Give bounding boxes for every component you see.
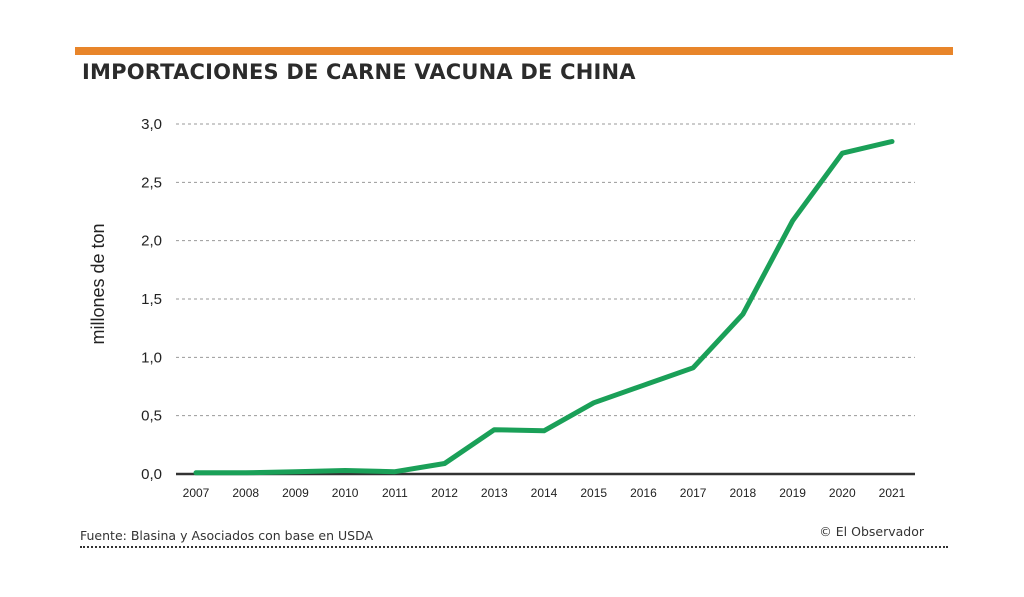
x-tick-label: 2020 bbox=[829, 486, 856, 500]
x-tick-label: 2017 bbox=[680, 486, 707, 500]
chart-title: IMPORTACIONES DE CARNE VACUNA DE CHINA bbox=[82, 60, 636, 84]
y-tick-label: 1,0 bbox=[141, 349, 162, 366]
grid-lines bbox=[176, 123, 915, 417]
x-tick-labels: 2007 2008 2009 2010 2011 2012 2013 2014 2015 2016… bbox=[183, 486, 906, 500]
y-tick-label: 3,0 bbox=[141, 116, 162, 133]
x-tick-label: 2016 bbox=[630, 486, 657, 500]
x-tick-label: 2012 bbox=[431, 486, 458, 500]
x-tick-label: 2011 bbox=[382, 486, 408, 500]
x-tick-label: 2009 bbox=[282, 486, 309, 500]
x-tick-label: 2021 bbox=[879, 486, 906, 500]
y-tick-label: 1,5 bbox=[141, 291, 162, 308]
x-tick-label: 2018 bbox=[730, 486, 757, 500]
x-tick-label: 2010 bbox=[332, 486, 359, 500]
y-tick-label: 0,0 bbox=[141, 466, 162, 483]
y-tick-label: 0,5 bbox=[141, 408, 162, 425]
x-tick-label: 2019 bbox=[779, 486, 806, 500]
x-tick-label: 2013 bbox=[481, 486, 508, 500]
credit-note: © El Observador bbox=[819, 524, 924, 539]
y-axis-label: millones de ton bbox=[88, 223, 108, 344]
series-line bbox=[193, 139, 895, 476]
accent-bar bbox=[75, 47, 953, 55]
y-tick-label: 2,0 bbox=[141, 233, 162, 250]
x-tick-label: 2008 bbox=[232, 486, 259, 500]
y-tick-label: 2,5 bbox=[141, 174, 162, 191]
x-tick-label: 2007 bbox=[183, 486, 210, 500]
bottom-divider bbox=[80, 546, 948, 548]
source-note: Fuente: Blasina y Asociados con base en … bbox=[80, 528, 374, 543]
y-tick-labels: 0,0 0,5 1,0 1,5 2,0 2,5 3,0 bbox=[141, 116, 162, 483]
x-tick-label: 2014 bbox=[531, 486, 558, 500]
x-tick-label: 2015 bbox=[580, 486, 607, 500]
